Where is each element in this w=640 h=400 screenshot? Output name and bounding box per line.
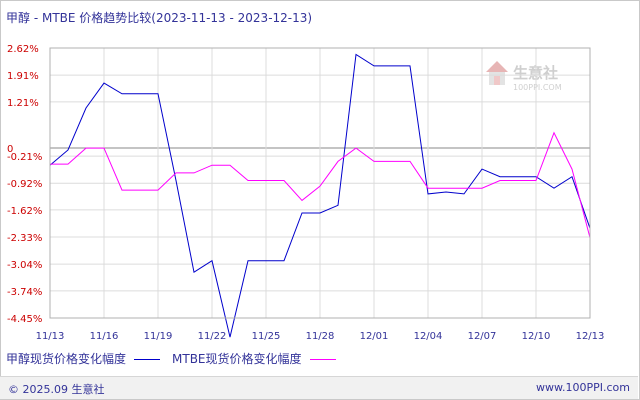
chart-plot: 2.62% 1.91% 1.21% 0-0.21% -0.92% -1.62% -2.33%… [7, 44, 605, 342]
y-tick-label: -3.04% [7, 260, 42, 271]
legend-label-mtbe: MTBE现货价格变化幅度 [172, 352, 302, 366]
y-tick-label: -2.33% [7, 233, 42, 244]
x-tick-label: 12/13 [576, 331, 605, 342]
legend-label-methanol: 甲醇现货价格变化幅度 [6, 352, 127, 366]
footer-copyright: © 2025.09 生意社 [8, 383, 105, 396]
legend-line-mtbe [309, 359, 336, 360]
plot-area-border [49, 47, 591, 319]
y-tick-label: 1.91% [7, 71, 39, 82]
y-tick-label: -0.21% [7, 152, 42, 163]
series-line-methanol [49, 53, 591, 338]
watermark-url: 100PPI.COM [513, 83, 562, 92]
y-tick-label: 1.21% [7, 98, 39, 109]
y-tick-label: 2.62% [7, 44, 39, 55]
series-line-mtbe [50, 131, 591, 238]
y-tick-label: -4.45% [7, 314, 42, 325]
x-tick-label: 12/04 [414, 331, 443, 342]
x-tick-label: 11/28 [306, 331, 335, 342]
y-tick-label: -0.92% [7, 179, 42, 190]
x-tick-label: 11/19 [144, 331, 173, 342]
y-tick-label: 0 [7, 144, 13, 155]
x-tick-label: 11/16 [90, 331, 119, 342]
x-tick-label: 11/13 [36, 331, 65, 342]
y-tick-label: -1.62% [7, 206, 42, 217]
chart-title: 甲醇 - MTBE 价格趋势比较(2023-11-13 - 2023-12-13… [6, 11, 313, 25]
y-tick-label: -3.74% [7, 287, 42, 298]
footer-url[interactable]: www.100PPI.com [536, 381, 630, 394]
chart-legend: 甲醇现货价格变化幅度 MTBE现货价格变化幅度 [6, 350, 348, 367]
x-tick-label: 12/10 [522, 331, 551, 342]
legend-line-methanol [134, 359, 161, 360]
footer-bar: © 2025.09 生意社 www.100PPI.com [0, 376, 638, 399]
x-tick-label: 12/07 [468, 331, 497, 342]
x-tick-label: 11/22 [198, 331, 227, 342]
x-tick-label: 12/01 [360, 331, 389, 342]
x-tick-label: 11/25 [252, 331, 281, 342]
